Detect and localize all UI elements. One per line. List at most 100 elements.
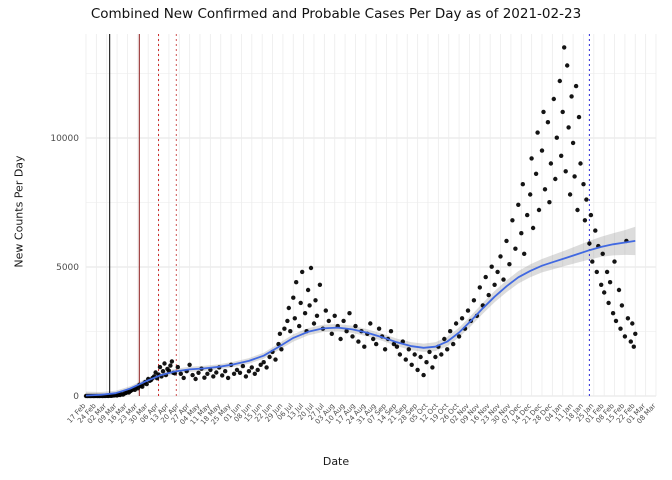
- y-tick-label: 10000: [50, 134, 79, 144]
- data-point: [347, 311, 352, 316]
- data-point: [371, 336, 376, 342]
- data-point: [442, 336, 447, 342]
- data-point: [630, 321, 635, 326]
- data-point: [631, 344, 636, 349]
- data-point: [547, 200, 552, 205]
- data-point: [590, 259, 595, 264]
- data-point: [495, 269, 500, 275]
- data-point: [519, 231, 524, 236]
- data-point: [498, 254, 503, 259]
- data-point: [412, 352, 417, 357]
- data-point: [486, 292, 491, 298]
- data-point: [382, 347, 388, 352]
- data-point: [520, 182, 525, 187]
- data-point: [539, 148, 545, 153]
- data-point: [211, 374, 216, 379]
- data-point: [160, 369, 166, 374]
- data-point: [175, 364, 180, 370]
- data-point: [193, 376, 198, 382]
- data-point: [166, 368, 172, 373]
- data-point: [317, 282, 323, 287]
- data-point: [294, 280, 299, 285]
- reference-lines: [109, 34, 590, 396]
- data-point: [535, 130, 540, 135]
- data-point: [326, 318, 331, 324]
- data-point: [525, 212, 530, 218]
- data-point: [489, 264, 494, 269]
- data-point: [353, 323, 358, 329]
- data-point: [572, 174, 577, 179]
- data-point: [302, 311, 308, 316]
- data-point: [169, 359, 175, 364]
- data-point: [261, 360, 266, 365]
- data-point: [341, 318, 346, 324]
- data-point: [297, 323, 302, 329]
- data-point: [483, 274, 488, 280]
- data-point: [565, 63, 570, 68]
- data-point: [323, 308, 328, 313]
- data-point: [604, 269, 610, 275]
- data-point: [567, 192, 573, 197]
- data-point: [563, 169, 568, 174]
- data-point: [267, 354, 272, 360]
- data-point: [220, 373, 225, 378]
- data-point: [403, 357, 408, 362]
- data-point: [344, 329, 349, 334]
- data-point: [570, 140, 576, 146]
- data-point: [471, 298, 477, 303]
- data-point: [168, 363, 173, 368]
- data-point: [575, 207, 580, 213]
- data-point: [291, 295, 296, 300]
- data-point: [459, 316, 465, 321]
- data-point: [362, 344, 367, 349]
- data-point: [243, 374, 249, 379]
- y-tick-label: 0: [73, 392, 79, 402]
- y-tick-labels: 0 5000 10000: [50, 134, 79, 402]
- data-point: [391, 341, 397, 347]
- data-point: [625, 316, 631, 321]
- data-point: [406, 347, 411, 352]
- x-axis-title: Date: [322, 455, 350, 468]
- data-point: [246, 369, 252, 374]
- data-point: [582, 218, 588, 223]
- data-point: [205, 371, 210, 376]
- data-point: [314, 313, 320, 318]
- data-point: [214, 370, 219, 375]
- data-point: [225, 375, 231, 381]
- data-point: [415, 367, 420, 373]
- data-point: [584, 197, 589, 202]
- data-point: [578, 161, 583, 166]
- data-point: [451, 341, 456, 347]
- data-point: [433, 354, 438, 360]
- data-point: [613, 318, 619, 324]
- data-point: [223, 369, 228, 374]
- data-point: [249, 365, 254, 370]
- data-point: [501, 277, 506, 282]
- data-point: [628, 339, 633, 344]
- data-point: [190, 372, 195, 378]
- data-point: [542, 187, 548, 192]
- data-point: [560, 109, 565, 115]
- data-point: [566, 125, 571, 130]
- data-point: [368, 321, 373, 326]
- data-point: [288, 329, 293, 334]
- data-point: [277, 331, 283, 336]
- data-point: [421, 372, 426, 378]
- data-point: [529, 156, 534, 161]
- data-point: [424, 360, 429, 365]
- data-point: [276, 341, 281, 347]
- data-point: [202, 375, 207, 380]
- y-axis-title: New Counts Per Day: [12, 155, 26, 268]
- data-point: [559, 153, 564, 158]
- data-point: [622, 334, 628, 339]
- data-point: [234, 367, 240, 373]
- data-point: [181, 375, 186, 381]
- data-point: [606, 300, 611, 306]
- data-point: [607, 280, 613, 285]
- data-point: [530, 225, 536, 231]
- data-point: [587, 241, 592, 246]
- data-point: [448, 329, 453, 334]
- data-point: [616, 287, 622, 293]
- data-point: [602, 290, 607, 295]
